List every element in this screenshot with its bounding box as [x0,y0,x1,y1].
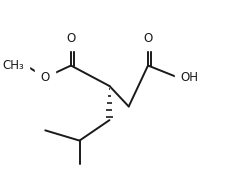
Text: O: O [41,71,50,84]
Text: CH₃: CH₃ [2,59,24,72]
Text: O: O [143,32,152,45]
Text: OH: OH [179,71,197,84]
Text: O: O [66,32,75,45]
